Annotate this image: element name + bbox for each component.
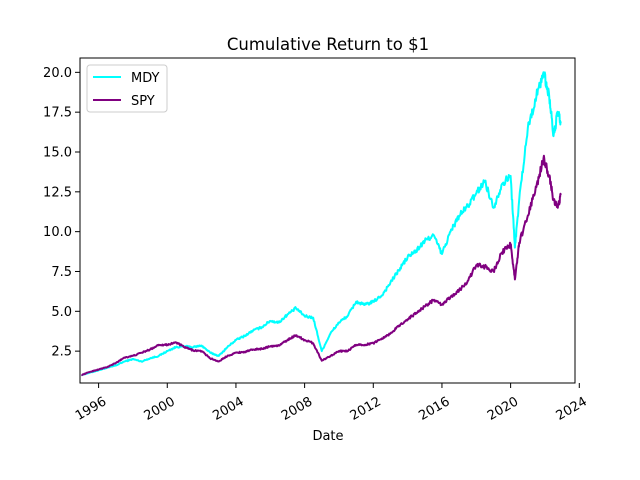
series-line-mdy — [81, 71, 562, 377]
y-tick-label: 10.0 — [43, 225, 72, 240]
x-axis-label: Date — [312, 429, 343, 444]
x-tick-label: 2016 — [416, 394, 452, 424]
x-tick-label: 2008 — [279, 394, 315, 424]
legend-label-mdy: MDY — [131, 71, 160, 86]
series-layer — [81, 71, 562, 377]
y-tick-label: 12.5 — [43, 185, 72, 200]
x-tick-label: 2020 — [485, 394, 521, 424]
y-tick-label: 15.0 — [43, 145, 72, 160]
x-tick-label: 2004 — [210, 394, 246, 424]
x-tick-label: 2024 — [554, 394, 590, 424]
legend-label-spy: SPY — [131, 94, 155, 109]
y-axis: 2.5 5.0 7.5 10.0 12.5 15.0 17.5 20.0 — [43, 66, 80, 360]
x-tick-label: 2012 — [348, 394, 384, 424]
series-line-spy — [81, 154, 562, 377]
x-tick-label: 2000 — [142, 394, 178, 424]
legend: MDY SPY — [86, 64, 168, 113]
y-tick-label: 7.5 — [51, 265, 72, 280]
x-axis: 1996 2000 2004 2008 2012 2016 2020 2024 — [73, 383, 590, 424]
y-tick-label: 5.0 — [51, 305, 72, 320]
plot-frame — [79, 57, 576, 384]
y-tick-label: 17.5 — [43, 106, 72, 121]
chart-title: Cumulative Return to $1 — [227, 35, 429, 54]
y-tick-label: 2.5 — [51, 345, 72, 360]
y-tick-label: 20.0 — [43, 66, 72, 81]
x-tick-label: 1996 — [73, 394, 109, 424]
